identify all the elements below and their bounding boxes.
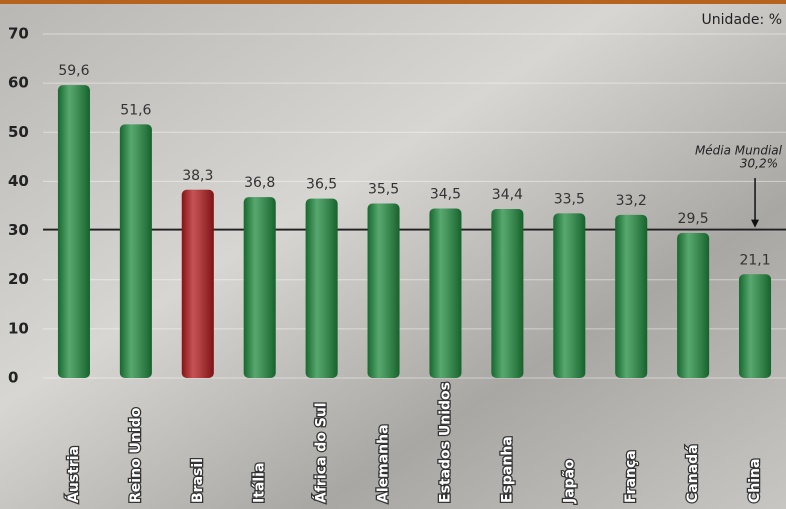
- value-label: 34,5: [430, 186, 461, 202]
- bar-shade: [120, 124, 152, 378]
- x-tick-label: França: [623, 450, 639, 503]
- bar-shade: [182, 190, 214, 378]
- value-label: 51,6: [120, 102, 151, 118]
- y-tick-label: 50: [8, 123, 29, 141]
- value-label: 21,1: [739, 252, 770, 268]
- y-tick-label: 0: [8, 369, 18, 387]
- x-tick-label: Itália: [252, 463, 268, 503]
- reference-name: Média Mundial: [695, 144, 783, 158]
- value-label: 29,5: [678, 211, 709, 227]
- x-tick-label: Japão: [561, 459, 577, 504]
- y-tick-label: 10: [8, 319, 29, 337]
- bar-shade: [553, 213, 585, 378]
- x-tick-label: Alemanha: [376, 424, 392, 503]
- bar-shade: [244, 197, 276, 378]
- value-label: 33,5: [554, 191, 585, 207]
- x-tick-label: Estados Unidos: [437, 382, 453, 503]
- value-label: 38,3: [182, 168, 213, 184]
- chart: Unidade: % 0 10 20 30 40 50 60 70 Áustria 59,6 Rei…: [0, 0, 786, 509]
- bar-shade: [491, 209, 523, 378]
- value-label: 36,8: [244, 175, 275, 191]
- top-band: [0, 0, 786, 4]
- bar-shade: [429, 208, 461, 378]
- x-tick-label: Brasil: [190, 458, 206, 503]
- unit-label: Unidade: %: [702, 12, 782, 28]
- y-tick-label: 30: [8, 221, 29, 239]
- y-tick-label: 60: [8, 74, 29, 92]
- x-tick-label: Canadá: [685, 444, 701, 503]
- bar-shade: [58, 85, 90, 378]
- value-label: 59,6: [58, 63, 89, 79]
- x-tick-label: China: [747, 459, 763, 503]
- value-label: 34,4: [492, 187, 523, 203]
- y-tick-label: 20: [8, 270, 29, 288]
- bar-shade: [306, 199, 338, 378]
- x-tick-label: Espanha: [499, 436, 515, 503]
- bar-shade: [615, 215, 647, 378]
- bar-shade: [677, 233, 709, 378]
- x-tick-label: Reino Unido: [128, 407, 144, 503]
- x-tick-label: Áustria: [65, 446, 82, 503]
- value-label: 33,2: [616, 193, 647, 209]
- value-label: 35,5: [368, 182, 399, 198]
- bar-shade: [739, 274, 771, 378]
- y-tick-label: 40: [8, 172, 29, 190]
- reference-label: 30,2%: [740, 157, 778, 171]
- y-tick-label: 70: [8, 25, 29, 43]
- bar-shade: [368, 204, 400, 378]
- value-label: 36,5: [306, 177, 337, 193]
- x-tick-label: África do Sul: [313, 402, 330, 503]
